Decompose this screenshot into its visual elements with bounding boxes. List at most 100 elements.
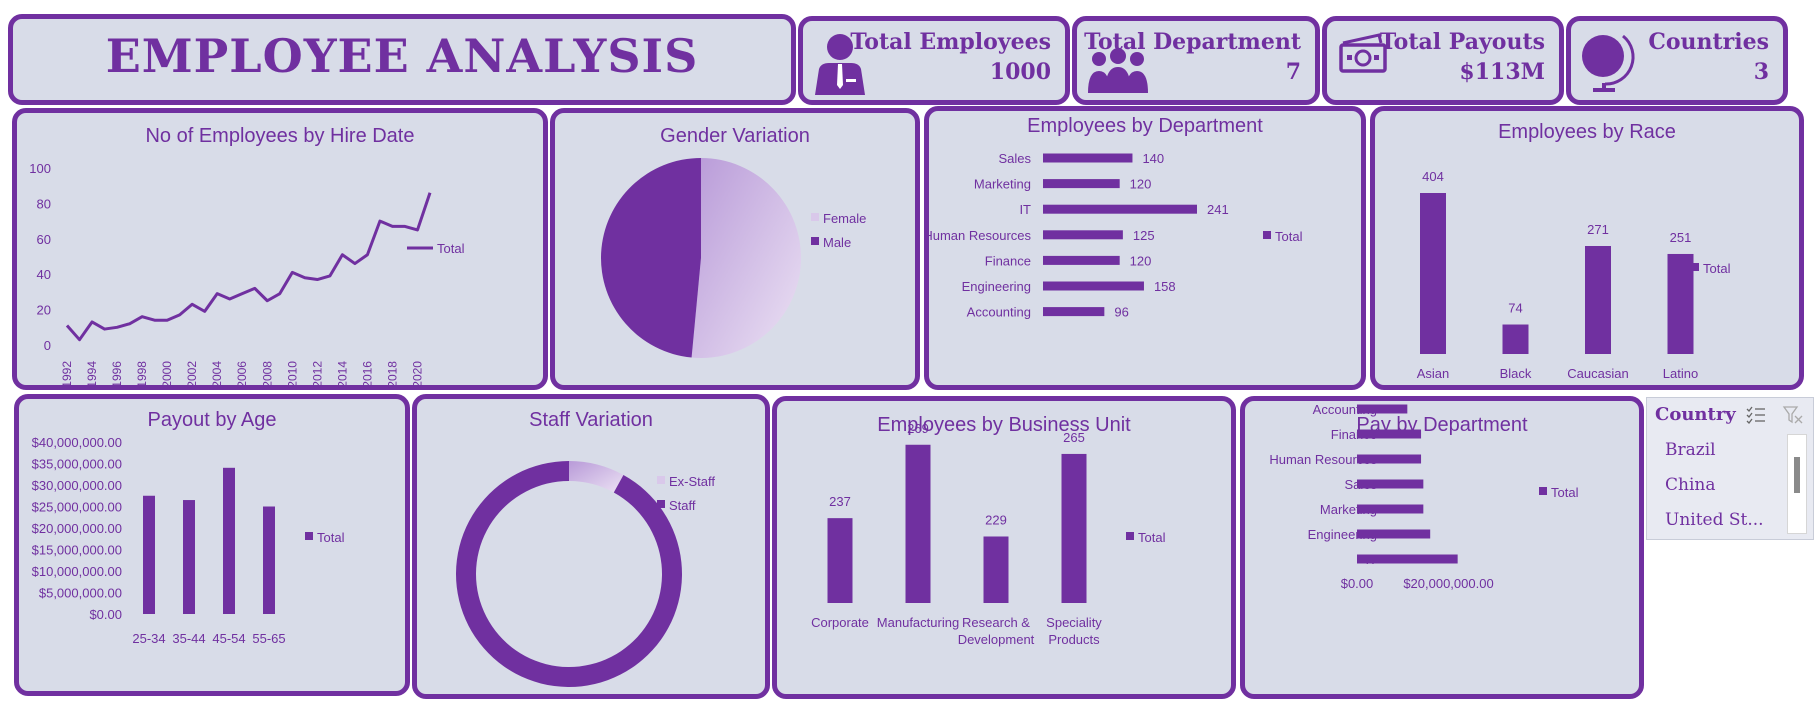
x-tick-label: 2014 (335, 361, 349, 388)
scrollbar-thumb[interactable] (1794, 457, 1800, 493)
category-label: Speciality (1046, 615, 1102, 630)
y-tick-label: $15,000,000.00 (32, 543, 122, 558)
x-tick-label: $0.00 (1341, 576, 1374, 591)
slicer-item-brazil[interactable]: Brazil (1665, 440, 1716, 460)
y-tick-label: $25,000,000.00 (32, 500, 122, 515)
x-tick-label: 1998 (135, 361, 149, 388)
category-label: Human Resources (924, 228, 1032, 243)
category-label: Human Resources (1269, 452, 1377, 467)
category-label: Products (1048, 632, 1100, 647)
slicer-item-china[interactable]: China (1665, 475, 1716, 495)
bar (1667, 253, 1694, 354)
bar (1357, 404, 1408, 414)
data-label: 229 (985, 512, 1007, 527)
legend-label: Staff (669, 498, 696, 513)
y-tick-label: $20,000,000.00 (32, 521, 122, 536)
slice-female (691, 158, 802, 358)
category-label: Caucasian (1567, 366, 1628, 381)
y-tick-label: 0 (44, 338, 51, 353)
y-tick-label: 60 (37, 232, 51, 247)
bar (263, 506, 275, 614)
kpi-label: Total Employees (850, 29, 1051, 55)
legend-label: Male (823, 235, 851, 250)
y-tick-label: $10,000,000.00 (32, 564, 122, 579)
y-tick-label: 100 (29, 161, 51, 176)
category-label: Corporate (811, 615, 869, 630)
bar (1502, 324, 1529, 354)
business-unit-bar-chart: 237 Corporate 269 Manufacturing 229 Research … (811, 421, 1166, 647)
data-label: 96 (1114, 305, 1128, 320)
category-label: 35-44 (172, 631, 205, 646)
chart-race-panel: Employees by Race 404 Asian 74 Black 271 Cauc… (1370, 106, 1804, 390)
bar (983, 536, 1009, 603)
legend-label: Total (1138, 530, 1166, 545)
chart-title: Staff Variation (529, 409, 653, 431)
chart-title: Employees by Race (1498, 121, 1676, 143)
legend-label: Total (437, 241, 465, 256)
x-tick-label: 2010 (285, 361, 299, 388)
kpi-value: 3 (1753, 59, 1769, 85)
category-label: IT (1019, 202, 1031, 217)
hire-date-line-chart: 0 20 40 60 80 100 1992 1994 1996 1998 2000 2002 2004… (29, 161, 465, 388)
chart-pay-department-panel: Pay by Department Accounting Finance Human… (1240, 396, 1644, 699)
money-icon (1339, 33, 1387, 73)
bar (905, 444, 931, 603)
kpi-total-department: Total Department 7 (1072, 16, 1320, 105)
kpi-countries: Countries 3 (1566, 16, 1788, 105)
legend-swatch (1126, 532, 1134, 540)
title-panel: EMPLOYEE ANALYSIS (8, 14, 796, 105)
group-icon (1088, 48, 1148, 93)
x-tick-label: 2000 (160, 361, 174, 388)
bar (1357, 429, 1422, 439)
legend-swatch (1539, 487, 1547, 495)
category-label: 55-65 (252, 631, 285, 646)
legend-swatch (1263, 231, 1271, 239)
data-label: 120 (1130, 177, 1152, 192)
data-label: 74 (1508, 301, 1522, 316)
staff-donut-chart: Ex-Staff Staff (455, 461, 715, 687)
x-tick-label: 2018 (385, 361, 399, 388)
bar (1585, 246, 1611, 354)
category-label: Asian (1417, 366, 1450, 381)
x-tick-label: 2012 (310, 361, 324, 388)
slicer-scrollbar[interactable] (1787, 434, 1807, 534)
bar (143, 495, 155, 614)
kpi-value: 7 (1285, 59, 1301, 85)
kpi-total-payouts: Total Payouts $113M (1322, 16, 1564, 105)
chart-hire-date-panel: No of Employees by Hire Date 0 20 40 60 80 10… (12, 108, 548, 390)
bar (183, 500, 195, 614)
category-label: Finance (985, 253, 1031, 268)
legend-swatch (1691, 263, 1699, 271)
slice-staff (455, 461, 682, 687)
category-label: 25-34 (132, 631, 165, 646)
x-tick-label: 1992 (60, 361, 74, 388)
x-tick-label: 2008 (260, 361, 274, 388)
x-tick-label: 2016 (360, 361, 374, 388)
category-label: Engineering (962, 279, 1031, 294)
legend-swatch (657, 476, 665, 484)
x-tick-label: 1996 (110, 361, 124, 388)
legend-swatch (811, 213, 819, 221)
bar (1043, 255, 1120, 265)
clear-filter-icon[interactable] (1782, 406, 1803, 424)
x-tick-label: $20,000,000.00 (1403, 576, 1493, 591)
series-line-total (65, 192, 432, 342)
bar (1043, 153, 1133, 163)
chart-title: Employees by Department (1027, 115, 1263, 137)
chart-gender-panel: Gender Variation Female Male (550, 108, 920, 390)
bar (1043, 230, 1123, 240)
category-label: Research & (962, 615, 1030, 630)
bar (1357, 454, 1422, 464)
slicer-item-united-states[interactable]: United St... (1665, 510, 1764, 530)
category-label: Development (958, 632, 1035, 647)
category-label: Latino (1663, 366, 1698, 381)
chart-department-panel: Employees by Department Sales 140 Marketin… (924, 106, 1366, 390)
chart-title: Gender Variation (660, 125, 810, 147)
chart-business-unit-panel: Employees by Business Unit 237 Corporate 2… (772, 396, 1236, 699)
x-tick-label: 2020 (410, 361, 424, 388)
multi-select-icon[interactable] (1746, 406, 1766, 424)
country-slicer: Country Brazil China United St... (1646, 397, 1814, 540)
data-label: 404 (1422, 169, 1444, 184)
